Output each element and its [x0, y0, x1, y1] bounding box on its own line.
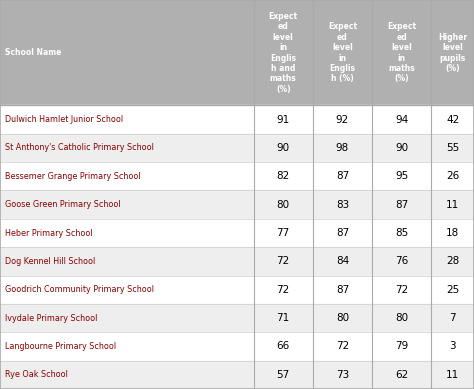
Text: Rye Oak School: Rye Oak School [5, 370, 68, 379]
Text: Ivydale Primary School: Ivydale Primary School [5, 314, 97, 322]
Bar [0, 332, 474, 361]
Text: 66: 66 [277, 342, 290, 351]
Text: 87: 87 [336, 228, 349, 238]
Text: 11: 11 [446, 200, 459, 210]
Text: Dulwich Hamlet Junior School: Dulwich Hamlet Junior School [5, 115, 123, 124]
Text: 7: 7 [449, 313, 456, 323]
Text: St Anthony's Catholic Primary School: St Anthony's Catholic Primary School [5, 144, 154, 152]
Text: School Name: School Name [5, 48, 61, 58]
Bar [0, 0, 474, 105]
Text: Langbourne Primary School: Langbourne Primary School [5, 342, 116, 351]
Bar [0, 105, 474, 134]
Text: 55: 55 [446, 143, 459, 153]
Text: 91: 91 [277, 114, 290, 124]
Text: 90: 90 [277, 143, 290, 153]
Text: 72: 72 [336, 342, 349, 351]
Text: Goodrich Community Primary School: Goodrich Community Primary School [5, 285, 154, 294]
Text: 42: 42 [446, 114, 459, 124]
Text: 87: 87 [395, 200, 408, 210]
Text: 85: 85 [395, 228, 408, 238]
Bar [0, 162, 474, 191]
Text: Expect
ed
level
in
Englis
h and
maths
(%): Expect ed level in Englis h and maths (%… [269, 12, 298, 94]
Text: 26: 26 [446, 171, 459, 181]
Text: 72: 72 [277, 285, 290, 295]
Text: 72: 72 [395, 285, 408, 295]
Text: 11: 11 [446, 370, 459, 380]
Bar [0, 134, 474, 162]
Text: 62: 62 [395, 370, 408, 380]
Text: 94: 94 [395, 114, 408, 124]
Text: 72: 72 [277, 256, 290, 266]
Text: 84: 84 [336, 256, 349, 266]
Text: 87: 87 [336, 285, 349, 295]
Text: 95: 95 [395, 171, 408, 181]
Text: Expect
ed
level
in
Englis
h (%): Expect ed level in Englis h (%) [328, 23, 357, 83]
Text: Higher
level
pupils
(%): Higher level pupils (%) [438, 33, 467, 73]
Text: 3: 3 [449, 342, 456, 351]
Text: 83: 83 [336, 200, 349, 210]
Text: 18: 18 [446, 228, 459, 238]
Text: 73: 73 [336, 370, 349, 380]
Text: 28: 28 [446, 256, 459, 266]
Text: 25: 25 [446, 285, 459, 295]
Text: 80: 80 [336, 313, 349, 323]
Bar [0, 361, 474, 389]
Text: 71: 71 [277, 313, 290, 323]
Text: 92: 92 [336, 114, 349, 124]
Text: Goose Green Primary School: Goose Green Primary School [5, 200, 120, 209]
Text: 76: 76 [395, 256, 408, 266]
Bar [0, 275, 474, 304]
Text: 77: 77 [277, 228, 290, 238]
Text: 80: 80 [395, 313, 408, 323]
Text: Bessemer Grange Primary School: Bessemer Grange Primary School [5, 172, 140, 181]
Text: 90: 90 [395, 143, 408, 153]
Text: 57: 57 [277, 370, 290, 380]
Bar [0, 191, 474, 219]
Text: Expect
ed
level
in
maths
(%): Expect ed level in maths (%) [387, 23, 416, 83]
Text: 98: 98 [336, 143, 349, 153]
Bar [0, 219, 474, 247]
Text: Dog Kennel Hill School: Dog Kennel Hill School [5, 257, 95, 266]
Text: 80: 80 [277, 200, 290, 210]
Bar [0, 247, 474, 275]
Text: 82: 82 [277, 171, 290, 181]
Text: Heber Primary School: Heber Primary School [5, 228, 92, 238]
Bar [0, 304, 474, 332]
Text: 79: 79 [395, 342, 408, 351]
Text: 87: 87 [336, 171, 349, 181]
